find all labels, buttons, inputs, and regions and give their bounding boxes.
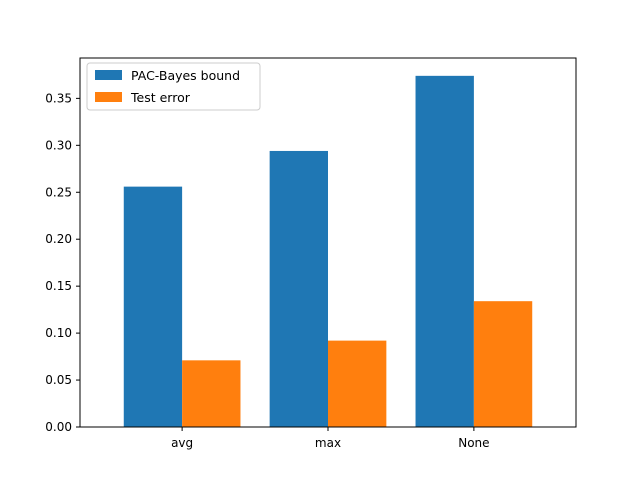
- plot-frame: [79, 57, 577, 428]
- y-tick-label-4: 0.20: [45, 232, 72, 246]
- bars-group: [123, 75, 533, 427]
- x-tick-label-max: max: [315, 436, 341, 450]
- bar-pac-bayes-bound-max: [269, 150, 328, 427]
- x-axis: avg max None: [171, 427, 490, 450]
- y-tick-label-7: 0.35: [45, 91, 72, 105]
- legend: PAC-Bayes bound Test error: [86, 62, 261, 111]
- y-tick-label-6: 0.30: [45, 138, 72, 152]
- bar-test-error-avg: [182, 360, 241, 427]
- bar-pac-bayes-bound-avg: [123, 186, 183, 427]
- y-tick-label-5: 0.25: [45, 185, 72, 199]
- legend-box: [86, 62, 261, 111]
- y-axis: 0.00 0.05 0.10 0.15 0.20 0.25 0.30 0.35: [45, 91, 80, 434]
- legend-swatch-pac-bayes-bound: [95, 70, 122, 80]
- x-tick-label-avg: avg: [171, 436, 193, 450]
- y-tick-label-3: 0.15: [45, 279, 72, 293]
- bar-test-error-max: [328, 340, 387, 427]
- legend-swatch-test-error: [95, 92, 122, 102]
- bar-pac-bayes-bound-none: [415, 75, 474, 427]
- bar-test-error-none: [473, 301, 533, 427]
- legend-label-test-error: Test error: [130, 90, 191, 105]
- legend-label-pac-bayes-bound: PAC-Bayes bound: [131, 68, 240, 83]
- y-tick-label-2: 0.10: [45, 326, 72, 340]
- x-tick-label-none: None: [458, 436, 489, 450]
- y-tick-label-0: 0.00: [45, 420, 72, 434]
- y-tick-label-1: 0.05: [45, 373, 72, 387]
